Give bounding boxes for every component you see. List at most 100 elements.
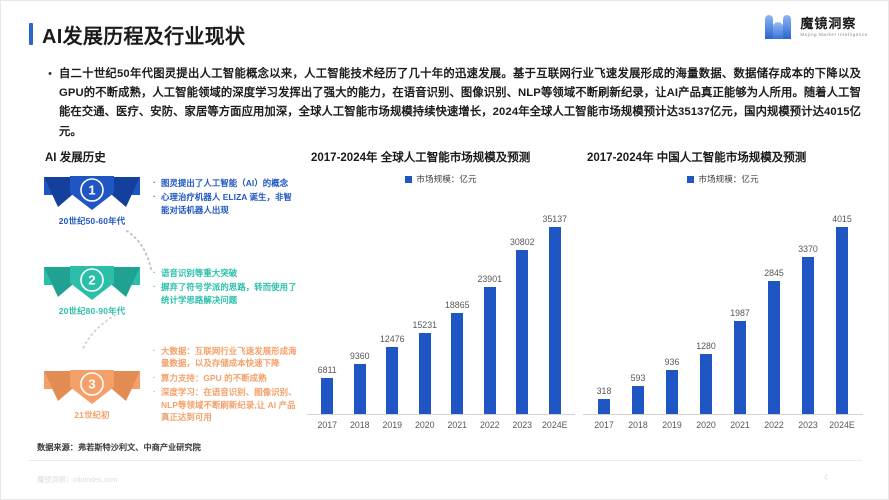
timeline-point: · 深度学习：在语音识别、图像识别、NLP等领域不断刷新纪录,让 AI 产品真正… — [153, 386, 299, 423]
section-heading-history: AI 发展历史 — [45, 152, 106, 164]
legend-label: 市场规模：亿元 — [416, 174, 477, 184]
brand-name: 魔镜洞察 — [800, 15, 857, 31]
bar-value-label: 593 — [630, 373, 646, 384]
footer-brand-line: 魔镜洞察：mktindex.com — [37, 475, 118, 484]
svg-text:1: 1 — [88, 183, 95, 198]
legend-label: 市场规模：亿元 — [698, 174, 759, 184]
bar-value-label: 23901 — [477, 273, 502, 284]
bar-value-label: 3370 — [798, 243, 818, 254]
chart-x-axis: 2017 2018 2019 2020 2021 2022 2023 2024E — [583, 420, 863, 430]
bar-value-label: 1987 — [730, 308, 750, 319]
bullet-icon: · — [153, 372, 156, 382]
timeline-point-text: 深度学习：在语音识别、图像识别、NLP等领域不断刷新纪录,让 AI 产品真正达到… — [161, 387, 297, 423]
bar-column: 15231 — [409, 193, 442, 414]
bar — [353, 364, 366, 414]
bar — [836, 226, 848, 414]
bar — [768, 281, 780, 414]
bar-value-label: 18865 — [445, 300, 470, 311]
brand-logo: 魔镜洞察 Mojing Market Intelligence — [763, 13, 868, 41]
chart-legend: 市场规模：亿元 — [307, 171, 575, 187]
page-title: AI发展历程及行业现状 — [42, 26, 246, 48]
bar — [598, 399, 610, 414]
footer-divider — [29, 460, 862, 461]
chevron-banner-icon: 2 — [44, 266, 140, 300]
timeline-point: · 大数据：互联网行业飞速发展形成海量数据，以及存储成本快速下降 — [153, 345, 299, 370]
timeline-point: · 图灵提出了人工智能（AI）的概念 — [153, 177, 299, 189]
x-axis-tick-label: 2022 — [479, 420, 500, 430]
bar-column: 6811 — [311, 193, 344, 414]
x-axis-tick-label: 2017 — [317, 420, 338, 430]
bar-value-label: 936 — [664, 357, 680, 368]
bar-column: 936 — [655, 193, 689, 414]
timeline-point-text: 大数据：互联网行业飞速发展形成海量数据，以及存储成本快速下降 — [161, 346, 297, 369]
timeline-point: · 心理治疗机器人 ELIZA 诞生，非智能对话机器人出现 — [153, 191, 299, 216]
timeline-point: · 算力支持：GPU 的不断成熟 — [153, 372, 299, 384]
timeline-points: · 图灵提出了人工智能（AI）的概念 · 心理治疗机器人 ELIZA 诞生，非智… — [153, 177, 299, 218]
timeline-points: · 语音识别等重大突破 · 摒弃了符号学派的思路，转而使用了统计学思路解决问题 — [153, 267, 299, 308]
chart-plot-area: 318 593 936 1280 1987 2845 3370 4015 — [583, 193, 863, 415]
bar — [386, 347, 399, 414]
bar — [418, 332, 431, 414]
bar-value-label: 318 — [596, 386, 612, 397]
x-axis-tick-label: 2024E — [829, 420, 855, 430]
chart-plot-area: 6811 9360 12476 15231 18865 23901 30802 35137 — [307, 193, 575, 415]
timeline-badge: 1 20世纪50-60年代 — [37, 173, 147, 227]
bar-column: 9360 — [344, 193, 377, 414]
bar-column: 35137 — [539, 193, 572, 414]
x-axis-tick-label: 2024E — [542, 420, 568, 430]
bar-column: 30802 — [506, 193, 539, 414]
bar-column: 2845 — [757, 193, 791, 414]
x-axis-tick-label: 2019 — [382, 420, 403, 430]
bar — [734, 321, 746, 414]
timeline-connector-2-icon — [81, 314, 116, 352]
bar-value-label: 4015 — [832, 213, 852, 224]
section-heading-global-chart: 2017-2024年 全球人工智能市场规模及预测 — [311, 152, 531, 164]
timeline-era-label: 20世纪80-90年代 — [58, 306, 126, 316]
bar — [632, 386, 644, 414]
bar — [548, 226, 561, 414]
timeline-era-label: 21世纪初 — [74, 410, 110, 420]
page-number: 4 — [823, 473, 828, 482]
intro-paragraph: • 自二十世纪50年代图灵提出人工智能概念以来，人工智能技术经历了几十年的迅速发… — [41, 65, 861, 142]
bar-value-label: 15231 — [412, 319, 437, 330]
x-axis-tick-label: 2020 — [414, 420, 435, 430]
chart-x-axis: 2017 2018 2019 2020 2021 2022 2023 2024E — [307, 420, 575, 430]
brand-mark-icon — [765, 15, 792, 39]
timeline-point: · 摒弃了符号学派的思路，转而使用了统计学思路解决问题 — [153, 281, 299, 306]
timeline-point-text: 图灵提出了人工智能（AI）的概念 — [161, 178, 289, 188]
chart-legend: 市场规模：亿元 — [583, 171, 863, 187]
bar-column: 18865 — [441, 193, 474, 414]
bar-column: 1987 — [723, 193, 757, 414]
bar — [802, 256, 814, 414]
bar-value-label: 6811 — [317, 364, 337, 375]
chevron-banner-icon: 1 — [44, 176, 140, 210]
chevron-banner-icon: 3 — [44, 370, 140, 404]
x-axis-tick-label: 2021 — [730, 420, 750, 430]
bar — [483, 286, 496, 414]
timeline-point-text: 心理治疗机器人 ELIZA 诞生，非智能对话机器人出现 — [161, 192, 292, 215]
bar-value-label: 30802 — [510, 236, 535, 247]
x-axis-tick-label: 2023 — [798, 420, 818, 430]
timeline-badge: 3 21世纪初 — [37, 367, 147, 421]
bar-value-label: 2845 — [764, 268, 784, 279]
chart-global-market-size: 市场规模：亿元 6811 9360 12476 15231 18865 23901 3080… — [307, 171, 575, 441]
timeline-points: · 大数据：互联网行业飞速发展形成海量数据，以及存储成本快速下降 · 算力支持：… — [153, 345, 299, 425]
slide-header: AI发展历程及行业现状 魔镜洞察 Mojing Market Intellige… — [1, 1, 888, 57]
x-axis-tick-label: 2020 — [696, 420, 716, 430]
bar — [451, 313, 464, 414]
bar — [666, 370, 678, 414]
legend-swatch-icon — [405, 175, 413, 183]
bar-column: 23901 — [474, 193, 507, 414]
brand-subtitle: Mojing Market Intelligence — [800, 31, 868, 37]
bar — [516, 249, 529, 414]
x-axis-tick-label: 2022 — [764, 420, 784, 430]
bullet-icon: · — [153, 192, 156, 202]
x-axis-tick-label: 2021 — [447, 420, 468, 430]
svg-text:2: 2 — [88, 273, 95, 288]
x-axis-tick-label: 2017 — [594, 420, 614, 430]
bar-value-label: 9360 — [349, 351, 370, 362]
timeline-point: · 语音识别等重大突破 — [153, 267, 299, 279]
timeline-badge: 2 20世纪80-90年代 — [37, 263, 147, 317]
bullet-icon: · — [153, 178, 156, 187]
